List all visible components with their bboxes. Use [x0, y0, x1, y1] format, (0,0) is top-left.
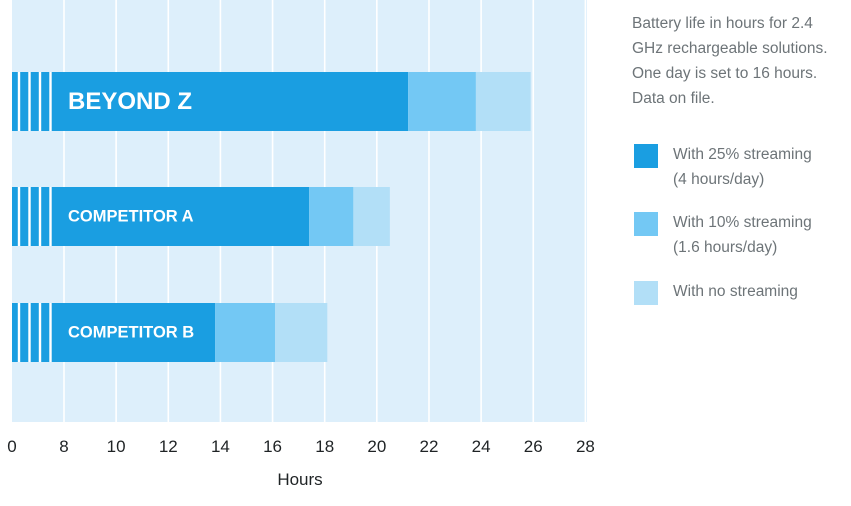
legend-label-no-streaming: With no streaming	[673, 283, 798, 300]
bar-label-0: BEYOND Z	[68, 88, 192, 115]
x-tick-label-0: 0	[7, 437, 16, 456]
bars	[12, 72, 531, 362]
x-tick-label-26: 26	[524, 437, 543, 456]
bar-segment-2-0	[12, 303, 216, 362]
legend-swatch-no-streaming	[634, 281, 658, 305]
bar-segment-0-1	[408, 72, 476, 131]
x-tick-label-14: 14	[211, 437, 230, 456]
legend-label-25-streaming: With 25% streaming (4 hours/day)	[673, 146, 812, 188]
x-tick-label-10: 10	[107, 437, 126, 456]
legend-item-no-streaming: With no streaming	[634, 279, 798, 305]
bar-label-2: COMPETITOR B	[68, 324, 194, 342]
legend-swatch-10-streaming	[634, 212, 658, 236]
legend-swatch-25-streaming	[634, 144, 658, 168]
bar-segment-1-0	[12, 187, 310, 246]
x-tick-label-8: 8	[59, 437, 68, 456]
x-axis-ticks: 0 8 10 12 14 16 18 20 22 24 26 28	[7, 437, 595, 456]
chart-note: Battery life in hours for 2.4 GHz rechar…	[632, 15, 828, 107]
x-tick-label-24: 24	[472, 437, 491, 456]
bar-segment-2-2	[275, 303, 328, 362]
bar-labels: BEYOND Z COMPETITOR A COMPETITOR B	[68, 88, 194, 342]
x-tick-label-16: 16	[263, 437, 282, 456]
legend-label-10-streaming: With 10% streaming (1.6 hours/day)	[673, 214, 812, 256]
x-tick-label-28: 28	[576, 437, 595, 456]
x-axis-title: Hours	[277, 470, 322, 489]
legend-item-25-streaming: With 25% streaming (4 hours/day)	[634, 142, 812, 192]
bar-segment-2-1	[215, 303, 276, 362]
bar-segment-1-2	[353, 187, 390, 246]
x-tick-label-22: 22	[420, 437, 439, 456]
bar-segment-1-1	[309, 187, 354, 246]
x-tick-label-20: 20	[367, 437, 386, 456]
bar-segment-0-0	[12, 72, 409, 131]
legend-item-10-streaming: With 10% streaming (1.6 hours/day)	[634, 210, 812, 260]
x-tick-label-12: 12	[159, 437, 178, 456]
bar-label-1: COMPETITOR A	[68, 208, 194, 226]
bar-segment-0-2	[475, 72, 531, 131]
x-tick-label-18: 18	[315, 437, 334, 456]
